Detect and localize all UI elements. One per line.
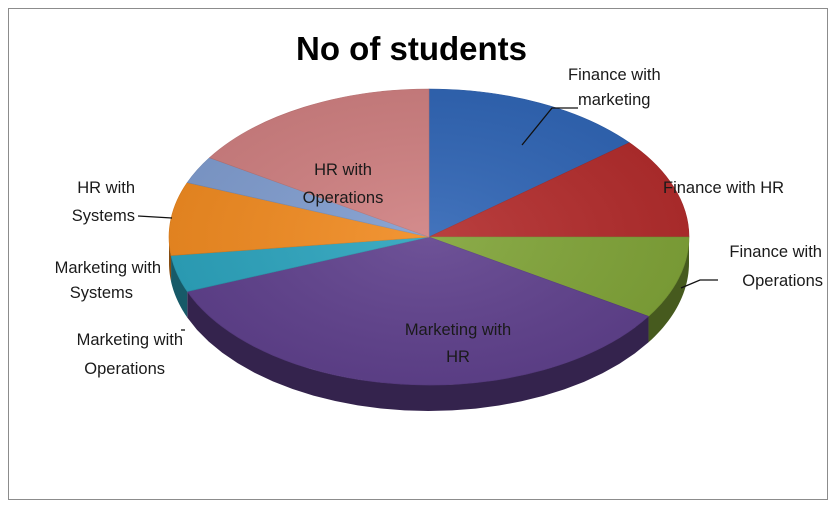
- slice-labels: Finance with marketing Finance with HR Fina…: [55, 66, 823, 378]
- pie-side-finance-with-operations: [648, 237, 689, 343]
- slice-label-marketing-with-hr-line-1: Marketing with: [405, 321, 511, 339]
- slice-label-hr-with-operations-line-1: HR with: [314, 161, 372, 179]
- chart-title: No of students: [296, 30, 527, 67]
- slice-label-finance-with-hr-line-1: Finance with HR: [663, 179, 784, 197]
- slice-label-finance-with-operations-line-2: Operations: [742, 272, 823, 290]
- slice-label-marketing-with-systems-line-2: Systems: [70, 284, 133, 302]
- slice-label-finance-with-marketing-line-1: Finance with: [568, 66, 661, 84]
- slice-label-hr-with-systems-line-2: Systems: [72, 207, 135, 225]
- slice-label-hr-with-operations-line-2: Operations: [303, 189, 384, 207]
- pie-top-layer: [168, 88, 690, 386]
- pie-side-marketing-with-hr: [187, 291, 649, 411]
- leader-line-finance-with-marketing: [521, 107, 578, 146]
- pie-side-marketing-with-operations: [171, 255, 188, 318]
- leader-line-hr-with-systems: [137, 215, 173, 219]
- leader-lines: [137, 107, 718, 331]
- leader-line-finance-with-operations: [680, 279, 718, 289]
- pie-gloss: [169, 89, 689, 385]
- slice-label-marketing-with-operations-line-1: Marketing with: [77, 331, 183, 349]
- slice-label-hr-with-systems-line-1: HR with: [77, 179, 135, 197]
- slice-label-finance-with-marketing-line-2: marketing: [578, 91, 650, 109]
- slice-label-marketing-with-systems-line-1: Marketing with: [55, 259, 161, 277]
- slice-label-finance-with-operations-line-1: Finance with: [729, 243, 822, 261]
- slice-label-marketing-with-operations-line-2: Operations: [84, 360, 165, 378]
- slice-label-marketing-with-hr-line-2: HR: [446, 348, 470, 366]
